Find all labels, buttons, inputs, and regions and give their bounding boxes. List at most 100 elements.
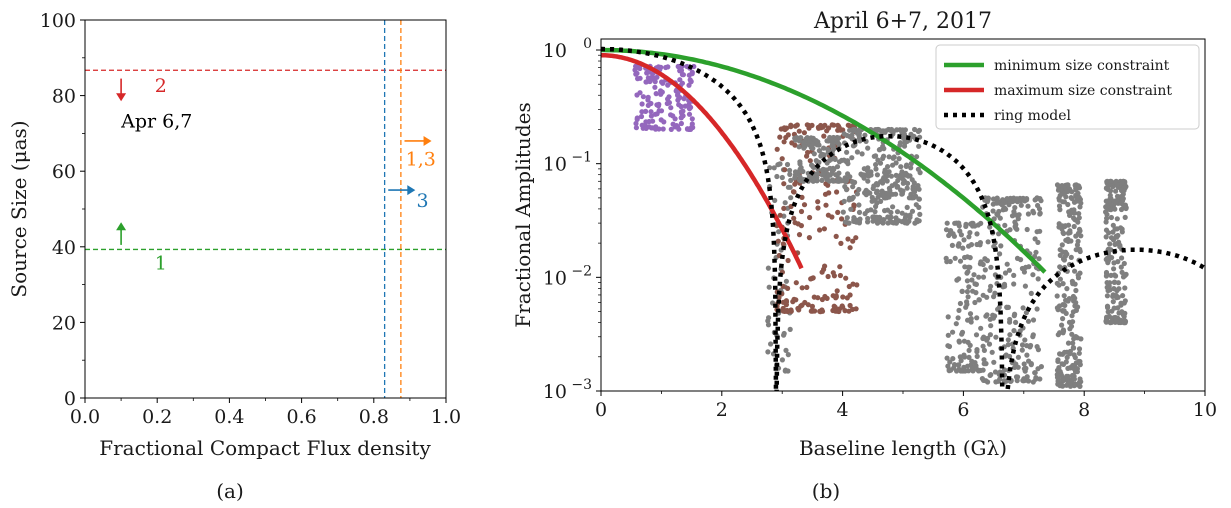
b-scatter-point <box>679 80 686 86</box>
b-scatter-point <box>874 182 881 188</box>
b-scatter-point <box>982 256 988 262</box>
b-scatter-point <box>765 322 772 328</box>
b-scatter-point <box>1065 340 1072 346</box>
b-scatter-point <box>799 194 805 200</box>
b-scatter-point <box>862 132 868 138</box>
b-xtick-label: 10 <box>1193 399 1217 421</box>
b-scatter-point <box>1121 311 1127 318</box>
b-scatter-point <box>640 94 647 100</box>
b-scatter-point <box>1006 267 1013 273</box>
b-scatter-point <box>832 156 838 162</box>
b-scatter-point <box>911 188 917 194</box>
b-scatter-point <box>865 165 871 171</box>
b-ytick-exponent: 0 <box>583 36 592 52</box>
b-scatter-point <box>916 143 922 149</box>
a-ytick-label: 0 <box>64 388 76 410</box>
b-scatter-point <box>1055 332 1061 338</box>
b-scatter-point <box>1021 361 1027 367</box>
b-scatter-point <box>877 160 884 166</box>
b-scatter-point <box>1004 261 1010 267</box>
b-scatter-point <box>678 114 685 120</box>
b-scatter-point <box>798 135 804 141</box>
b-scatter-point <box>856 202 862 208</box>
b-scatter-point <box>1007 353 1013 360</box>
b-scatter-point <box>865 215 871 222</box>
b-scatter-point <box>909 177 915 183</box>
b-scatter-point <box>980 261 986 268</box>
b-scatter-point <box>824 160 830 166</box>
b-scatter-point <box>872 209 878 215</box>
b-scatter-point <box>779 174 785 181</box>
b-scatter-point <box>1022 337 1028 343</box>
b-scatter-point <box>788 195 794 201</box>
b-scatter-point <box>992 369 999 375</box>
b-scatter-group-3 <box>792 134 845 184</box>
b-scatter-point <box>829 122 835 128</box>
b-scatter-point <box>1107 192 1113 198</box>
b-scatter-point <box>834 288 840 294</box>
b-scatter-point <box>648 113 655 119</box>
a-annotation-1: 1 <box>155 252 167 274</box>
b-scatter-point <box>1012 219 1018 225</box>
b-scatter-point <box>663 64 669 71</box>
b-scatter-point <box>944 220 950 226</box>
b-scatter-point <box>980 335 986 342</box>
b-scatter-point <box>993 334 999 340</box>
b-scatter-point <box>904 185 910 191</box>
b-scatter-point <box>888 209 894 216</box>
b-scatter-point <box>656 108 662 114</box>
b-scatter-point <box>966 347 972 353</box>
b-scatter-point <box>1118 300 1124 306</box>
b-scatter-point <box>825 146 831 152</box>
b-ytick-label: 10 <box>543 381 567 403</box>
b-scatter-point <box>634 116 640 122</box>
b-scatter-point <box>976 297 982 303</box>
a-arrow-head <box>116 222 127 231</box>
b-scatter-point <box>686 106 693 112</box>
b-scatter-point <box>799 302 805 308</box>
b-scatter-point <box>1112 206 1118 212</box>
b-scatter-point <box>961 352 967 358</box>
b-scatter-point <box>835 209 841 215</box>
b-scatter-point <box>917 170 923 176</box>
b-scatter-point <box>869 198 875 204</box>
b-scatter-point <box>873 153 879 159</box>
a-arrow-right-2 <box>388 185 416 196</box>
b-scatter-point <box>831 166 837 172</box>
b-scatter-point <box>998 243 1004 249</box>
b-scatter-point <box>972 299 978 306</box>
b-scatter-point <box>996 304 1002 310</box>
b-scatter-point <box>785 285 791 291</box>
b-scatter-point <box>1057 247 1063 253</box>
b-scatter-point <box>962 254 968 261</box>
b-scatter-point <box>822 263 828 269</box>
b-scatter-point <box>842 184 848 190</box>
b-legend-box <box>935 44 1200 130</box>
b-scatter-point <box>912 220 918 226</box>
b-scatter-point <box>849 155 855 161</box>
b-scatter-point <box>1104 185 1110 191</box>
a-xtick-label: 1.0 <box>431 406 461 428</box>
a-arrow-up-1 <box>116 222 127 245</box>
b-scatter-point <box>966 354 972 360</box>
b-scatter-point <box>994 199 1000 205</box>
b-scatter-point <box>1057 276 1063 282</box>
b-scatter-point <box>913 202 919 208</box>
b-scatter-point <box>799 285 805 291</box>
b-scatter-point <box>884 178 890 184</box>
b-scatter-point <box>809 303 816 309</box>
b-scatter-point <box>1037 376 1043 382</box>
b-scatter-point <box>1023 310 1029 316</box>
b-scatter-point <box>784 307 790 314</box>
b-scatter-point <box>856 209 863 215</box>
b-scatter-point <box>691 63 697 70</box>
b-scatter-point <box>1056 224 1062 230</box>
b-scatter-point <box>817 227 823 233</box>
b-scatter-point <box>1011 272 1017 278</box>
b-scatter-point <box>994 195 1000 201</box>
b-scatter-point <box>1111 305 1117 311</box>
b-scatter-point <box>1013 319 1019 325</box>
a-annotation-4: 3 <box>416 190 428 212</box>
b-scatter-group-9 <box>1103 178 1129 326</box>
